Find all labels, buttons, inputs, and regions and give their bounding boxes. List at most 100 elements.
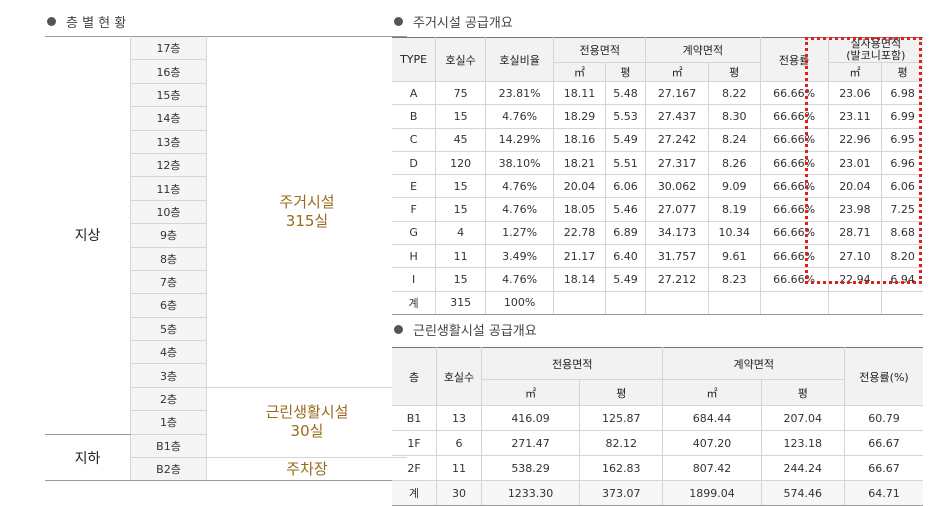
cell-ratio: 38.10%	[484, 150, 555, 176]
header-ratio: 호실비율	[484, 37, 555, 82]
cell-floor: 계	[392, 480, 437, 506]
header-exclusive-area: 전용면적	[553, 37, 647, 63]
cell-exclusive-pyeong: 125.87	[579, 405, 664, 431]
cell-exclusive-pyeong: 6.40	[604, 244, 647, 269]
cell-contract-m2: 807.42	[662, 455, 762, 481]
header-contract-pyeong: 평	[760, 379, 846, 406]
floor-row: 12층	[45, 152, 407, 178]
floor-label: 1층	[130, 410, 207, 435]
floor-label: 17층	[130, 35, 207, 61]
residential-row: I 15 4.76% 18.14 5.49 27.212 8.23 66.66% 22.94 6.…	[392, 267, 923, 292]
floor-label: 8층	[130, 246, 207, 271]
cell-actual-pyeong: 6.98	[881, 80, 923, 106]
header-contract-pyeong: 평	[707, 62, 761, 82]
commercial-section-title: 근린생활시설 공급개요	[394, 320, 537, 339]
residential-row: B 15 4.76% 18.29 5.53 27.437 8.30 66.66% 23.11 6.…	[392, 104, 923, 129]
cell-contract-pyeong: 8.19	[707, 197, 761, 222]
cell-units: 15	[435, 174, 486, 199]
cell-empty	[881, 290, 923, 315]
floor-row: 13층	[45, 129, 407, 154]
cell-exclusive-m2: 21.17	[553, 244, 606, 269]
floor-status-table: 지상 17층 주거시설 315실 16층 15층 14층 13층 12층 11층 10층 9층 8층 7층…	[45, 35, 407, 482]
cell-contract-m2: 34.173	[645, 220, 709, 246]
floor-label: 6층	[130, 293, 207, 318]
cell-ratio: 3.49%	[484, 244, 555, 269]
floor-label: 16층	[130, 59, 207, 84]
cell-exclusive-rate: 66.66%	[759, 267, 829, 292]
cell-contract-pyeong: 8.23	[707, 267, 761, 292]
cell-actual-m2: 20.04	[827, 174, 883, 199]
floor-label: 2층	[130, 386, 207, 412]
cell-exclusive-rate: 66.66%	[759, 220, 829, 246]
cell-empty	[827, 290, 883, 315]
cell-units: 30	[436, 480, 482, 506]
cell-type: C	[392, 127, 437, 152]
cell-contract-pyeong: 10.34	[707, 220, 761, 246]
residential-row: G 4 1.27% 22.78 6.89 34.173 10.34 66.66% 28.71 8.…	[392, 220, 923, 246]
cell-actual-pyeong: 6.95	[881, 127, 923, 152]
floor-label: B2층	[130, 457, 207, 482]
floor-label: 13층	[130, 129, 207, 154]
floor-row: 14층	[45, 106, 407, 131]
floor-row: 지하 B1층	[45, 433, 407, 482]
floor-row: 3층	[45, 363, 407, 388]
cell-units: 45	[435, 127, 486, 152]
cell-ratio: 4.76%	[484, 197, 555, 222]
floor-group-above: 지상	[45, 36, 131, 435]
cell-type: F	[392, 197, 437, 222]
cell-exclusive-rate: 66.66%	[759, 80, 829, 106]
commercial-section-title-text: 근린생활시설 공급개요	[413, 324, 537, 339]
cell-contract-m2: 27.437	[645, 104, 709, 129]
cell-contract-m2: 407.20	[662, 430, 762, 456]
cell-units: 120	[435, 150, 486, 176]
cell-exclusive-m2: 18.21	[553, 150, 606, 176]
floor-section-title-text: 층 별 현 황	[66, 16, 127, 31]
floor-label: 11층	[130, 176, 207, 201]
cell-type: D	[392, 150, 437, 176]
floor-section-title: 층 별 현 황	[47, 12, 126, 31]
cell-empty	[759, 290, 829, 315]
cell-exclusive-rate: 66.67	[844, 430, 923, 456]
cell-actual-m2: 22.96	[827, 127, 883, 152]
cell-empty	[707, 290, 761, 315]
header-exclusive-pyeong: 평	[579, 379, 664, 406]
cell-exclusive-m2: 22.78	[553, 220, 606, 246]
cell-contract-m2: 31.757	[645, 244, 709, 269]
cell-exclusive-m2: 20.04	[553, 174, 606, 199]
floor-row: 7층	[45, 269, 407, 295]
cell-exclusive-rate: 60.79	[844, 405, 923, 431]
cell-exclusive-m2: 18.14	[553, 267, 606, 292]
cell-exclusive-m2: 1233.30	[480, 480, 581, 506]
bullet-icon	[394, 325, 403, 334]
header-exclusive-pyeong: 평	[604, 62, 647, 82]
cell-contract-pyeong: 9.61	[707, 244, 761, 269]
cell-exclusive-m2: 416.09	[480, 405, 581, 431]
cell-units: 15	[435, 267, 486, 292]
header-exclusive-m2: ㎡	[480, 379, 581, 406]
use-residential-units: 315실	[285, 211, 329, 230]
cell-exclusive-rate: 66.66%	[759, 104, 829, 129]
commercial-row: B1 13 416.09 125.87 684.44 207.04 60.79	[392, 405, 923, 431]
floor-row: B2층 주차장	[45, 457, 407, 482]
floor-label: 5층	[130, 316, 207, 342]
header-units: 호실수	[435, 37, 486, 82]
cell-units: 4	[435, 220, 486, 246]
cell-actual-m2: 23.06	[827, 80, 883, 106]
cell-actual-pyeong: 6.94	[881, 267, 923, 292]
residential-supply-table: TYPE 호실수 호실비율 전용면적 계약면적 전용률 실사용면적 (발코니포함…	[392, 37, 923, 315]
cell-exclusive-rate: 66.66%	[759, 174, 829, 199]
header-contract-area: 계약면적	[645, 37, 761, 63]
floor-label: 10층	[130, 199, 207, 225]
cell-floor: B1	[392, 405, 437, 431]
header-units: 호실수	[436, 347, 482, 406]
cell-exclusive-pyeong: 5.46	[604, 197, 647, 222]
commercial-total-row: 계 30 1233.30 373.07 1899.04 574.46 64.71	[392, 480, 923, 506]
use-commercial: 근린생활시설 30실	[206, 386, 407, 459]
floor-row: 1층	[45, 410, 407, 435]
floor-group-below: 지하	[45, 433, 131, 482]
cell-contract-pyeong: 207.04	[760, 405, 846, 431]
cell-contract-m2: 27.317	[645, 150, 709, 176]
residential-row: D 120 38.10% 18.21 5.51 27.317 8.26 66.66% 23.01…	[392, 150, 923, 176]
header-exclusive-rate: 전용률	[759, 37, 829, 82]
header-contract-m2: ㎡	[662, 379, 762, 406]
